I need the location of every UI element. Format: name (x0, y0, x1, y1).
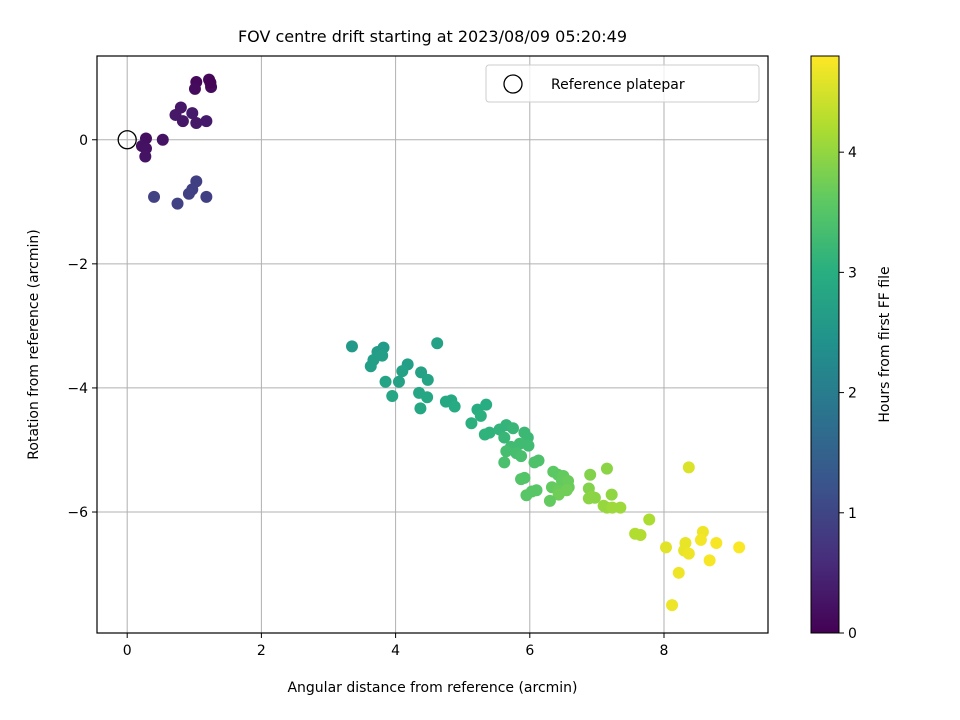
colorbar-tick-label: 3 (848, 265, 857, 281)
data-point (660, 541, 673, 554)
y-axis-label: Rotation from reference (arcmin) (26, 229, 42, 459)
data-point (176, 115, 189, 128)
data-point (364, 360, 377, 373)
data-point (643, 513, 656, 526)
data-point (148, 190, 161, 203)
x-tick-label: 0 (123, 643, 132, 659)
data-point (345, 340, 358, 353)
y-tick-label: −4 (67, 381, 88, 397)
data-point (204, 76, 217, 89)
data-point (498, 431, 511, 444)
colorbar-tick-label: 1 (848, 506, 857, 522)
data-point (634, 528, 647, 541)
colorbar-tick-label: 0 (848, 626, 857, 642)
data-point (520, 489, 533, 502)
data-point (478, 428, 491, 441)
axis-ticks: 0 2 4 6 8 0 −2 −4 −6 (67, 133, 668, 659)
x-tick-label: 4 (391, 643, 400, 659)
data-point (694, 533, 707, 546)
data-point (582, 492, 595, 505)
data-point (498, 456, 511, 469)
data-point (448, 400, 461, 413)
data-point (600, 462, 613, 475)
data-point (156, 133, 169, 146)
grid (97, 56, 768, 633)
data-point (376, 349, 389, 362)
colorbar-label: Hours from first FF file (877, 266, 893, 422)
data-point (672, 566, 685, 579)
data-point (465, 417, 478, 430)
x-tick-label: 8 (660, 643, 669, 659)
data-point (414, 402, 427, 415)
data-point (182, 187, 195, 200)
data-point (605, 488, 618, 501)
data-point (515, 473, 528, 486)
legend-label: Reference platepar (551, 77, 685, 93)
data-point (188, 82, 201, 95)
data-point (614, 501, 627, 514)
data-point (682, 461, 695, 474)
colorbar-tick-label: 2 (848, 386, 857, 402)
colorbar-ticks: 0 1 2 3 4 (839, 145, 857, 642)
plot-frame (96, 55, 769, 634)
colorbar: 0 1 2 3 4 Hours from first FF file (810, 55, 893, 642)
y-tick-label: 0 (79, 133, 88, 149)
x-tick-label: 2 (257, 643, 266, 659)
data-point (522, 439, 535, 452)
x-tick-label: 6 (525, 643, 534, 659)
data-point (474, 409, 487, 422)
data-point (200, 115, 213, 128)
data-point (543, 494, 556, 507)
data-point (386, 389, 399, 402)
data-point (200, 190, 213, 203)
data-point (507, 422, 520, 435)
data-point (500, 445, 513, 458)
data-points (135, 73, 746, 612)
data-point (703, 554, 716, 567)
reference-marker-layer (117, 130, 137, 150)
data-point (171, 197, 184, 210)
data-point (480, 398, 493, 411)
data-point (666, 599, 679, 612)
data-point (431, 337, 444, 350)
colorbar-tick-label: 4 (848, 145, 857, 161)
legend: Reference platepar (485, 64, 760, 103)
legend-box (485, 64, 760, 103)
data-point (392, 375, 405, 388)
data-point (186, 107, 199, 120)
data-point (421, 391, 434, 404)
legend-reference-marker (503, 74, 523, 94)
y-tick-label: −2 (67, 257, 88, 273)
data-point (396, 365, 409, 378)
data-point (682, 547, 695, 560)
data-point (515, 450, 528, 463)
chart-title: FOV centre drift starting at 2023/08/09 … (238, 27, 627, 46)
data-point (552, 488, 565, 501)
data-point (421, 373, 434, 386)
data-point (379, 375, 392, 388)
colorbar-gradient (810, 55, 840, 634)
data-point (733, 541, 746, 554)
y-tick-label: −6 (67, 505, 88, 521)
data-point (190, 117, 203, 130)
data-point (584, 468, 597, 481)
data-point (139, 150, 152, 163)
reference-platepar-marker (117, 130, 137, 150)
x-axis-label: Angular distance from reference (arcmin) (287, 680, 577, 696)
data-point (710, 537, 723, 550)
data-point (532, 454, 545, 467)
